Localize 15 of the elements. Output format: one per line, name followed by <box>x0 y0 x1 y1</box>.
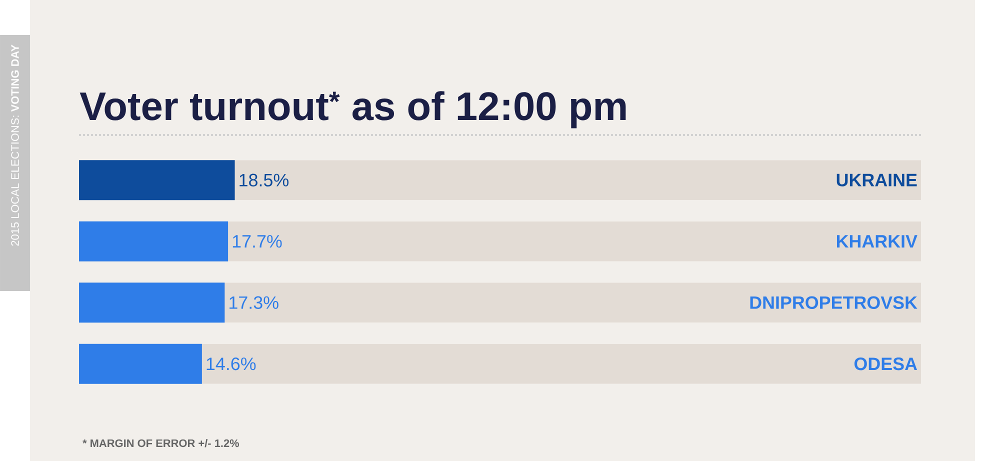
bar <box>79 344 202 384</box>
bar <box>79 160 235 200</box>
chart-title: Voter turnout$^{*}$ as of 12:00 pm <box>80 91 626 128</box>
y-tick-label: KHARKIV <box>837 235 918 248</box>
bar <box>79 282 225 323</box>
text: * MARGIN OF ERROR +/- 1.2% <box>82 439 240 448</box>
data-label: 17.7% <box>232 235 282 248</box>
chart-subtitle: 2015 LOCAL ELECTIONS: VOTING DAY <box>11 44 19 246</box>
data-label: 14.6% <box>206 358 256 370</box>
bar <box>79 221 228 262</box>
y-tick-label: UKRAINE <box>836 174 917 186</box>
data-label: 18.5% <box>240 174 289 186</box>
y-tick-label: ODESA <box>854 358 918 370</box>
y-tick-label: DNIPROPETROVSK <box>750 296 918 309</box>
data-label: 17.3% <box>230 296 278 309</box>
